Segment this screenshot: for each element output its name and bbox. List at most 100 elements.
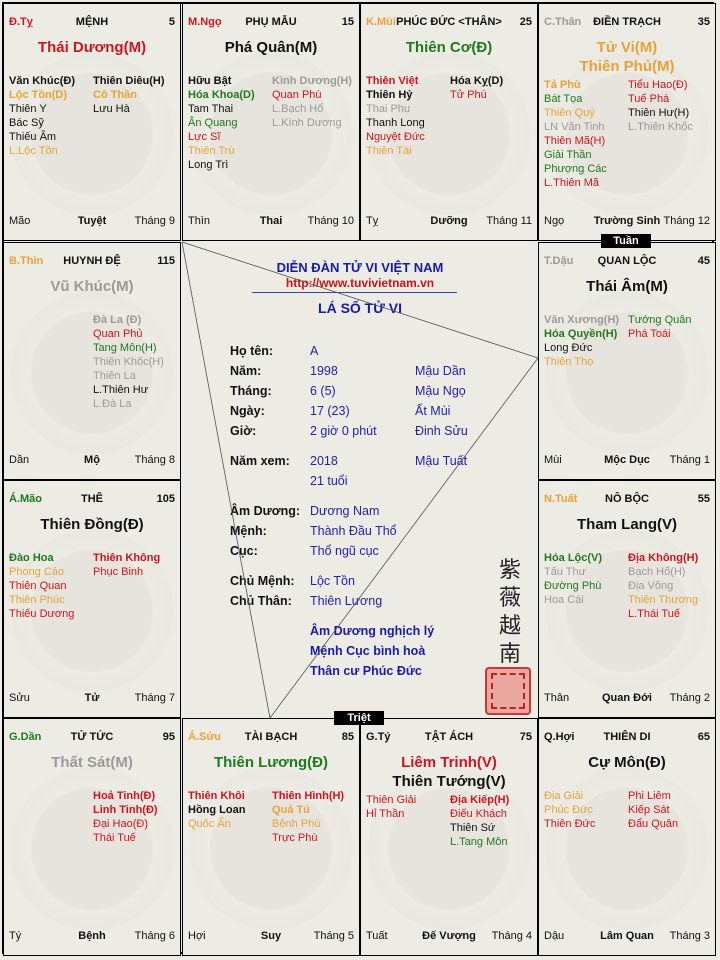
palace-branch: Mùi [544, 454, 562, 466]
life-stage: Suy [260, 930, 282, 942]
minor-star: Thiên Giải [366, 794, 417, 806]
palace-cell[interactable]: K.Mùi PHÚC ĐỨC <THÂN> 25 Thiên Cơ(Đ) Thiê… [360, 3, 538, 241]
minor-star: L.Thái Tuế [628, 608, 680, 620]
stars-right-column: Địa Không(H) Bạch Hổ(H) Địa Võng Thiên Thươ… [628, 551, 712, 621]
palace-cell[interactable]: T.Dậu QUAN LỘC 45 Thái Âm(M) Văn Xương(H)… [538, 242, 716, 480]
minor-star: Phá Toái [628, 328, 671, 340]
minor-star: Địa Không(H) [628, 552, 699, 564]
minor-star: Thiên Không [93, 552, 161, 564]
minor-star: Đào Hoa [9, 552, 54, 564]
life-stage: Lâm Quan [600, 930, 654, 942]
palace-month: Tháng 12 [663, 215, 710, 227]
palace-footer: Tý Bệnh Tháng 6 [9, 930, 175, 944]
palace-cell[interactable]: Á.Mão THÊ 105 Thiên Đồng(Đ) Đào Hoa Phong … [3, 480, 181, 718]
palace-cell[interactable]: C.Thân ĐIỀN TRẠCH 35 Tử Vi(M) Thiên Phủ(M… [538, 3, 716, 241]
tuan-marker: Tuần [601, 234, 651, 248]
info-canchi: Mậu Tuất [415, 454, 468, 468]
minor-star: L.Thiên Hư [93, 384, 149, 396]
minor-star: Thiên Mã(H) [544, 135, 606, 147]
palace-cell[interactable]: B.Thìn HUYNH ĐỆ 115 Vũ Khúc(M) Đà La (Đ) Q… [3, 242, 181, 480]
minor-star: Hỉ Thần [366, 808, 405, 820]
info-value: Thiên Lương [310, 594, 383, 608]
life-stage: Tuyệt [77, 215, 107, 227]
minor-star: Thiên Hư(H) [628, 107, 690, 119]
minor-star: Thiếu Dương [9, 608, 75, 620]
minor-star: Địa Giải [544, 790, 584, 802]
minor-star: Long Trì [188, 159, 229, 171]
palace-cell[interactable]: Q.Hợi THIÊN DI 65 Cự Môn(Đ) Địa Giải Phúc … [538, 718, 716, 956]
minor-star: Văn Xương(H) [544, 314, 620, 326]
stars-right-column: Thiên Hình(H) Quả Tú Bệnh Phù Trực Phù [272, 789, 356, 845]
minor-star: Trực Phù [272, 832, 318, 844]
minor-star: Lưu Hà [93, 103, 130, 115]
palace-number: 85 [341, 731, 354, 743]
minor-star: Thiên Thương [628, 594, 699, 606]
main-star: Thiên Đồng(Đ) [40, 516, 144, 533]
palace-footer: Tỵ Dưỡng Tháng 11 [366, 215, 532, 229]
minor-star: Lộc Tồn(D) [9, 89, 68, 101]
stars-right-column: Thiên Diêu(H) Cô Thần Lưu Hà [93, 74, 177, 158]
han-char: 南 [498, 642, 521, 667]
palace-branch: Ngọ [544, 215, 565, 227]
main-star: Tử Vi(M) [596, 39, 658, 56]
palace-number: 115 [157, 255, 175, 267]
han-char: 紫 [498, 558, 521, 583]
palace-header: Q.Hợi THIÊN DI 65 [544, 731, 710, 745]
forum-url[interactable]: http://www.tuvivietnam.vn [285, 276, 435, 290]
stars-right-column: Hóa Kỵ(D) Tử Phù [450, 74, 534, 158]
minor-star: Hóa Khoa(D) [188, 89, 255, 101]
minor-star: Phượng Các [544, 163, 607, 175]
minor-star: L.Kình Dương [272, 117, 342, 129]
minor-star: Cô Thần [93, 89, 137, 101]
info-value: 1998 [310, 364, 338, 378]
palace-cell[interactable]: M.Ngọ PHỤ MẪU 15 Phá Quân(M) Hữu Bật Hóa K… [182, 3, 360, 241]
info-value: 21 tuổi [310, 474, 348, 488]
palace-footer: Tuất Đế Vượng Tháng 4 [366, 930, 532, 944]
minor-star: Địa Võng [628, 580, 674, 592]
palace-canchi: Á.Sửu [188, 731, 222, 743]
info-row: Chủ Mệnh: Lộc Tồn [230, 574, 530, 590]
minor-star: Tả Phù [544, 79, 581, 91]
palace-footer: Thìn Thai Tháng 10 [188, 215, 354, 229]
main-star: Thất Sát(M) [51, 754, 133, 771]
forum-title: DIỄN ĐÀN TỬ VI VIỆT NAM [276, 260, 444, 275]
info-label: Họ tên: [230, 344, 274, 358]
minor-star: Bát Tọa [544, 93, 583, 105]
info-label: Chủ Mệnh: [230, 574, 295, 588]
palace-cell[interactable]: G.Dần TỬ TỨC 95 Thất Sát(M) Hoả Tinh(Đ) Li… [3, 718, 181, 956]
palace-canchi: M.Ngọ [188, 16, 222, 28]
palace-cell[interactable]: Á.Sửu TÀI BẠCH 85 Thiên Lương(Đ) Thiên Kh… [182, 718, 360, 956]
palace-cell[interactable]: G.Tý TẬT ÁCH 75 Liêm Trinh(V) Thiên Tướng… [360, 718, 538, 956]
minor-star: Thiên Tài [366, 145, 412, 157]
minor-star: Thiên Đức [544, 818, 596, 830]
info-label: Tháng: [230, 384, 272, 398]
palace-branch: Dậu [544, 930, 565, 942]
minor-star: Lực Sĩ [188, 131, 221, 143]
info-canchi: Mậu Dần [415, 364, 466, 378]
minor-star: Thiên La [93, 370, 136, 382]
palace-cell[interactable]: Đ.Tỵ MỆNH 5 Thái Dương(M) Văn Khúc(Đ) Lộc … [3, 3, 181, 241]
info-row: Tháng: 6 (5) Mậu Ngọ [230, 384, 530, 400]
main-stars: Thái Âm(M) [539, 277, 715, 296]
palace-footer: Hợi Suy Tháng 5 [188, 930, 354, 944]
palace-cell[interactable]: N.Tuất NÔ BỘC 55 Tham Lang(V) Hóa Lộc(V) T… [538, 480, 716, 718]
palace-footer: Ngọ Trường Sinh Tháng 12 [544, 215, 710, 229]
divider [252, 292, 457, 293]
minor-star: Thai Phụ [366, 103, 411, 115]
palace-name: THIÊN DI [603, 731, 651, 743]
info-canchi: Mậu Ngọ [415, 384, 466, 398]
stars-left-column: Thiên Giải Hỉ Thần [366, 793, 450, 849]
life-stage: Mộ [84, 454, 100, 466]
main-star: Thái Âm(M) [586, 278, 668, 295]
main-star: Vũ Khúc(M) [50, 278, 134, 295]
info-row: 21 tuổi [230, 474, 530, 490]
main-stars: Liêm Trinh(V) Thiên Tướng(V) [361, 753, 537, 791]
palace-footer: Sửu Tử Tháng 7 [9, 692, 175, 706]
minor-star: Thiên Quý [544, 107, 595, 119]
info-row: Ngày: 17 (23) Ất Mùi [230, 404, 530, 420]
palace-name: TÀI BẠCH [244, 731, 298, 743]
minor-star: Đà La (Đ) [93, 314, 142, 326]
palace-month: Tháng 8 [134, 454, 175, 466]
main-star: Liêm Trinh(V) [401, 754, 497, 771]
life-stage: Tử [84, 692, 100, 704]
